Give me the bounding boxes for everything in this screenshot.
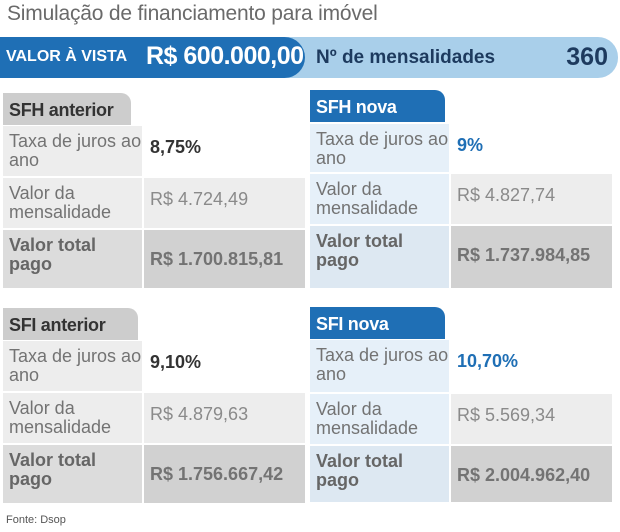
row-label: Taxa de juros ao ano bbox=[3, 341, 142, 391]
sfi-anterior-row-mensalidade: Valor da mensalidade R$ 4.879,63 bbox=[3, 393, 305, 443]
sfi-nova-row-mensalidade: Valor da mensalidade R$ 5.569,34 bbox=[310, 394, 612, 444]
sfh-anterior-row-mensalidade: Valor da mensalidade R$ 4.724,49 bbox=[3, 178, 305, 228]
sfi-anterior-row-total: Valor total pago R$ 1.756.667,42 bbox=[3, 445, 305, 503]
sfh-nova-tab: SFH nova bbox=[310, 90, 445, 122]
row-value: R$ 2.004.962,40 bbox=[451, 446, 612, 502]
sfi-anterior-block: SFI anterior Taxa de juros ao ano 9,10% … bbox=[3, 308, 305, 503]
row-label: Taxa de juros ao ano bbox=[310, 124, 449, 172]
page-title: Simulação de financiamento para imóvel bbox=[7, 2, 378, 25]
row-label: Valor total pago bbox=[310, 226, 449, 288]
row-value: 9,10% bbox=[144, 341, 305, 391]
sfi-anterior-tab: SFI anterior bbox=[3, 308, 138, 340]
row-value: 10,70% bbox=[451, 340, 612, 392]
row-label: Taxa de juros ao ano bbox=[3, 126, 142, 176]
summary-bar: VALOR À VISTA R$ 600.000,00 Nº de mensal… bbox=[0, 37, 620, 78]
sfi-anterior-row-taxa: Taxa de juros ao ano 9,10% bbox=[3, 341, 305, 391]
valor-value: R$ 600.000,00 bbox=[146, 42, 304, 70]
row-label: Valor total pago bbox=[310, 446, 449, 502]
row-value: R$ 5.569,34 bbox=[451, 394, 612, 444]
row-value: R$ 1.700.815,81 bbox=[144, 230, 305, 288]
mensalidades-label: Nº de mensalidades bbox=[316, 47, 496, 68]
sfh-nova-row-total: Valor total pago R$ 1.737.984,85 bbox=[310, 226, 612, 288]
row-label: Valor da mensalidade bbox=[310, 394, 449, 444]
sfh-nova-row-taxa: Taxa de juros ao ano 9% bbox=[310, 124, 612, 172]
sfi-nova-tab: SFI nova bbox=[310, 307, 445, 339]
row-label: Taxa de juros ao ano bbox=[310, 340, 449, 392]
row-value: R$ 1.737.984,85 bbox=[451, 226, 612, 288]
row-value: 9% bbox=[451, 124, 612, 172]
valor-panel bbox=[0, 37, 305, 78]
sfi-nova-row-taxa: Taxa de juros ao ano 10,70% bbox=[310, 340, 612, 392]
row-value: R$ 4.879,63 bbox=[144, 393, 305, 443]
row-label: Valor da mensalidade bbox=[310, 174, 449, 224]
sfh-nova-row-mensalidade: Valor da mensalidade R$ 4.827,74 bbox=[310, 174, 612, 224]
row-value: R$ 4.724,49 bbox=[144, 178, 305, 228]
row-label: Valor total pago bbox=[3, 230, 142, 288]
sfh-anterior-row-total: Valor total pago R$ 1.700.815,81 bbox=[3, 230, 305, 288]
row-label: Valor total pago bbox=[3, 445, 142, 503]
valor-label: VALOR À VISTA bbox=[6, 48, 128, 65]
sfh-anterior-row-taxa: Taxa de juros ao ano 8,75% bbox=[3, 126, 305, 176]
source-note: Fonte: Dsop bbox=[6, 514, 66, 526]
sfh-nova-block: SFH nova Taxa de juros ao ano 9% Valor d… bbox=[310, 90, 612, 288]
row-value: R$ 1.756.667,42 bbox=[144, 445, 305, 503]
sfh-anterior-block: SFH anterior Taxa de juros ao ano 8,75% … bbox=[3, 93, 305, 288]
row-value: 8,75% bbox=[144, 126, 305, 176]
sfi-nova-block: SFI nova Taxa de juros ao ano 10,70% Val… bbox=[310, 307, 612, 502]
sfi-nova-row-total: Valor total pago R$ 2.004.962,40 bbox=[310, 446, 612, 502]
row-label: Valor da mensalidade bbox=[3, 393, 142, 443]
sfh-anterior-tab: SFH anterior bbox=[3, 93, 131, 125]
row-label: Valor da mensalidade bbox=[3, 178, 142, 228]
mensalidades-value: 360 bbox=[566, 43, 608, 71]
row-value: R$ 4.827,74 bbox=[451, 174, 612, 224]
